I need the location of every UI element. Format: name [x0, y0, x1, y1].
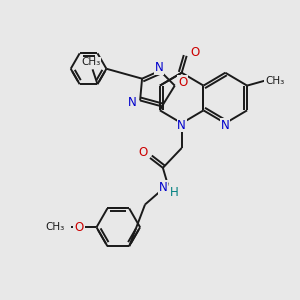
Text: N: N — [177, 119, 186, 132]
Text: CH₃: CH₃ — [81, 57, 100, 68]
Text: N: N — [221, 119, 230, 132]
Text: N: N — [154, 61, 163, 74]
Text: O: O — [178, 76, 187, 89]
Text: O: O — [190, 46, 199, 59]
Text: CH₃: CH₃ — [265, 76, 284, 85]
Text: N: N — [128, 96, 136, 109]
Text: CH₃: CH₃ — [45, 222, 64, 232]
Text: H: H — [169, 186, 178, 199]
Text: O: O — [138, 146, 148, 160]
Text: N: N — [158, 181, 167, 194]
Text: O: O — [74, 221, 83, 234]
